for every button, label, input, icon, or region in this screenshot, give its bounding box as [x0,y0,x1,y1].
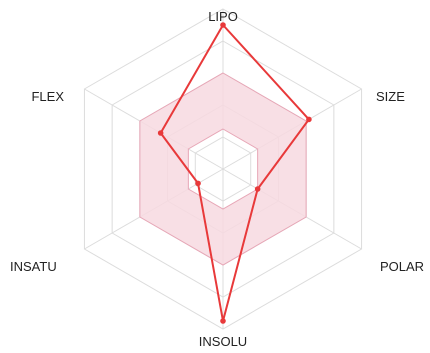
optimal-range-min [187,128,259,210]
data-point-size [306,116,312,123]
data-point-flex [157,130,164,136]
optimal-range-band [139,73,307,265]
axis-label-size: SIZE [376,89,405,104]
data-point-insatu [195,180,201,187]
axis-label-insatu: INSATU [10,259,57,274]
axis-labels: LIPO SIZE POLAR INSOLU INSATU FLEX [10,9,424,349]
optimal-range-max [139,72,307,266]
radar-grid [83,8,363,330]
data-point-polar [254,186,261,192]
axis-label-polar: POLAR [380,259,424,274]
axis-label-flex: FLEX [31,89,64,104]
series-layer [157,22,312,324]
axis-label-lipo: LIPO [208,9,238,24]
optimal-range [139,72,307,266]
data-point-lipo [220,22,226,28]
axis-label-insolu: INSOLU [199,334,247,349]
data-point-insolu [220,318,226,324]
